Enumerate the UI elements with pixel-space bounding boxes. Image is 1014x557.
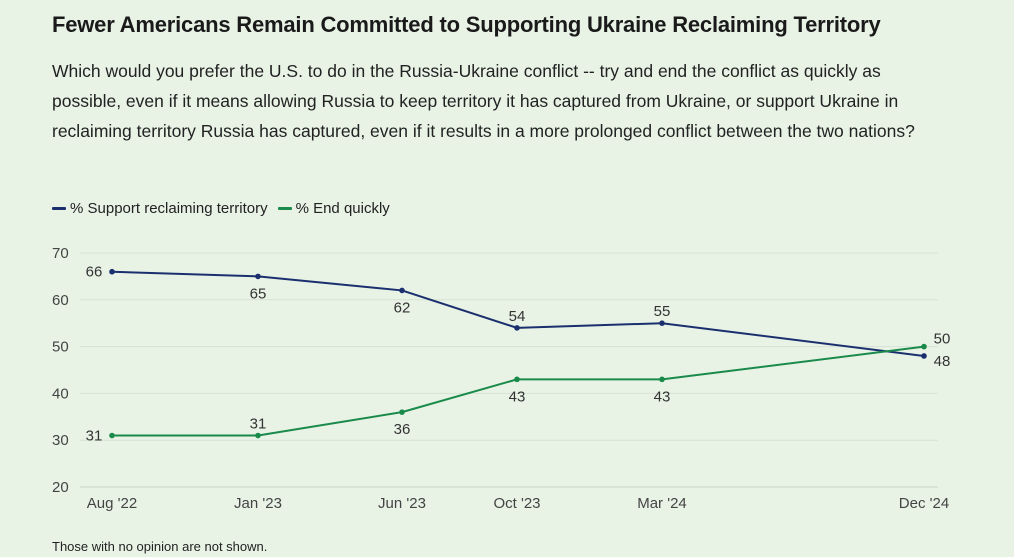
data-label-1-4: 43 bbox=[654, 388, 671, 405]
data-label-1-2: 36 bbox=[394, 421, 411, 438]
legend-swatch-end bbox=[277, 207, 292, 210]
chart-subtitle: Which would you prefer the U.S. to do in… bbox=[52, 61, 915, 141]
x-tick-label-5: Dec '24 bbox=[899, 495, 949, 512]
y-tick-label-30: 30 bbox=[52, 432, 69, 449]
legend: % Support reclaiming territory % End qui… bbox=[52, 200, 390, 217]
data-point-1-3 bbox=[514, 376, 520, 383]
data-point-0-5 bbox=[921, 353, 927, 359]
footnote: Those with no opinion are not shown. bbox=[52, 539, 268, 554]
data-label-1-0: 31 bbox=[86, 428, 103, 445]
legend-item-end: % End quickly bbox=[277, 200, 390, 217]
data-label-1-5: 50 bbox=[934, 331, 951, 348]
data-point-1-1 bbox=[255, 432, 261, 439]
data-point-1-5 bbox=[921, 343, 927, 350]
y-tick-label-70: 70 bbox=[52, 245, 69, 262]
series-line-1 bbox=[112, 345, 925, 437]
data-label-0-5: 48 bbox=[934, 353, 951, 370]
legend-item-support: % Support reclaiming territory bbox=[52, 200, 268, 217]
data-label-0-4: 55 bbox=[654, 303, 671, 320]
data-label-0-3: 54 bbox=[509, 308, 526, 325]
legend-label-end: % End quickly bbox=[295, 200, 390, 217]
data-point-1-2 bbox=[399, 409, 405, 415]
data-point-0-1 bbox=[255, 273, 261, 280]
data-label-1-3: 43 bbox=[509, 388, 526, 405]
data-point-0-0 bbox=[109, 268, 115, 275]
x-tick-label-4: Mar '24 bbox=[637, 495, 687, 512]
legend-label-support: % Support reclaiming territory bbox=[70, 200, 268, 217]
data-label-0-2: 62 bbox=[394, 299, 411, 316]
x-tick-label-0: Aug '22 bbox=[87, 495, 137, 512]
y-tick-label-40: 40 bbox=[52, 385, 69, 402]
y-tick-label-20: 20 bbox=[52, 479, 69, 496]
chart-title: Fewer Americans Remain Committed to Supp… bbox=[52, 12, 881, 37]
data-label-0-0: 66 bbox=[86, 264, 103, 281]
data-point-1-4 bbox=[659, 376, 665, 383]
legend-swatch-support bbox=[52, 207, 66, 210]
series-line-0 bbox=[111, 270, 925, 357]
data-point-1-0 bbox=[109, 432, 115, 439]
data-point-0-2 bbox=[399, 287, 405, 294]
data-point-0-4 bbox=[659, 320, 665, 327]
x-tick-label-1: Jan '23 bbox=[234, 495, 282, 512]
y-tick-label-50: 50 bbox=[52, 339, 69, 356]
y-tick-label-60: 60 bbox=[52, 292, 69, 309]
data-point-0-3 bbox=[514, 325, 520, 331]
data-label-1-1: 31 bbox=[250, 416, 267, 433]
x-tick-label-2: Jun '23 bbox=[378, 495, 426, 512]
data-label-0-1: 65 bbox=[250, 285, 267, 302]
x-tick-label-3: Oct '23 bbox=[493, 495, 540, 512]
